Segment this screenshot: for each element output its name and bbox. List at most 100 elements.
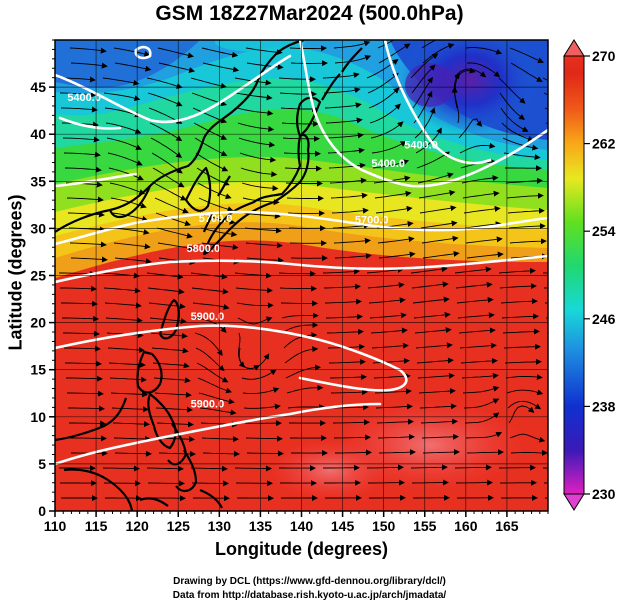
streamline xyxy=(466,449,504,456)
streamline xyxy=(157,47,194,59)
streamline xyxy=(147,92,183,107)
streamline xyxy=(411,479,449,486)
contour-label: 5400.0 xyxy=(67,92,101,104)
x-tick-label: 165 xyxy=(495,518,519,534)
streamline xyxy=(69,47,107,54)
streamline xyxy=(110,391,148,398)
streamline xyxy=(236,107,274,117)
streamline xyxy=(509,238,547,245)
contour-label: 5700.0 xyxy=(355,215,389,227)
streamline xyxy=(499,92,525,120)
streamline xyxy=(420,418,458,425)
streamline xyxy=(463,205,501,214)
streamline xyxy=(412,296,450,304)
streamline xyxy=(111,212,149,222)
streamline xyxy=(146,77,183,89)
streamline xyxy=(152,362,190,369)
streamline xyxy=(287,404,325,410)
streamline xyxy=(63,330,100,337)
map-title: GSM 18Z27Mar2024 (500.0hPa) xyxy=(155,2,464,25)
streamline xyxy=(322,72,360,79)
streamline xyxy=(421,433,459,440)
streamline xyxy=(331,404,369,411)
streamline xyxy=(410,464,448,471)
streamline xyxy=(245,47,283,56)
streamline xyxy=(506,389,544,396)
streamline xyxy=(202,450,240,457)
streamline xyxy=(411,64,436,94)
streamline xyxy=(456,296,494,304)
streamline xyxy=(459,142,496,154)
streamline xyxy=(455,479,493,486)
streamline xyxy=(151,347,189,354)
colorbar-top-arrow xyxy=(563,39,585,57)
x-tick-label: 150 xyxy=(372,518,396,534)
streamline xyxy=(150,332,188,339)
contour-label: 5400.0 xyxy=(371,158,405,170)
streamline xyxy=(375,205,413,214)
streamline xyxy=(284,165,322,172)
streamline xyxy=(333,237,371,244)
x-tick-label: 135 xyxy=(249,518,273,534)
streamline xyxy=(325,313,363,320)
streamline xyxy=(109,182,146,195)
streamline xyxy=(237,122,275,133)
lat-lon-grid xyxy=(54,40,548,512)
streamline xyxy=(323,87,361,94)
streamline xyxy=(281,312,319,319)
streamline xyxy=(374,190,412,199)
streamline xyxy=(196,167,230,186)
y-tick-label: 30 xyxy=(30,220,46,236)
streamline xyxy=(104,302,142,309)
streamline xyxy=(108,361,146,368)
wind-streamlines xyxy=(58,40,548,502)
streamline xyxy=(243,212,281,219)
streamline xyxy=(499,283,537,290)
streamline xyxy=(107,152,143,166)
y-tick-label: 5 xyxy=(38,456,46,472)
streamline xyxy=(454,266,492,274)
x-tick-label: 115 xyxy=(85,518,108,534)
colorbar-ticks: 270 262 254 246 238 230 xyxy=(584,48,616,502)
y-tick-label: 10 xyxy=(30,409,46,425)
streamline xyxy=(239,152,277,163)
streamline xyxy=(105,317,143,324)
x-tick-label: 130 xyxy=(208,518,232,534)
streamline xyxy=(508,223,546,230)
streamline xyxy=(150,137,183,158)
streamline xyxy=(330,192,368,199)
streamline xyxy=(466,251,504,259)
streamline xyxy=(153,377,191,384)
streamline xyxy=(369,312,407,319)
streamline xyxy=(240,167,278,178)
streamline xyxy=(245,242,283,249)
streamline xyxy=(197,182,232,200)
streamline xyxy=(153,182,187,201)
colorbar-tick-label: 246 xyxy=(592,311,616,327)
streamline xyxy=(284,346,319,364)
contour-labels: 5400.0 5400.0 5400.0 5700.0 5700.0 5800.0 5900… xyxy=(67,92,438,410)
streamline xyxy=(505,177,543,184)
streamline xyxy=(458,118,483,139)
streamline xyxy=(465,47,503,55)
streamline xyxy=(194,332,223,357)
streamline xyxy=(69,420,106,427)
streamline xyxy=(410,53,439,79)
streamline xyxy=(110,197,147,209)
streamline xyxy=(465,431,503,439)
streamline xyxy=(149,122,183,142)
streamline xyxy=(198,197,234,213)
streamline xyxy=(68,405,105,412)
streamline xyxy=(414,327,452,334)
streamline xyxy=(328,358,366,365)
streamline xyxy=(328,162,366,169)
streamline xyxy=(190,77,227,89)
streamline xyxy=(498,77,526,104)
streamline xyxy=(64,166,102,173)
streamline xyxy=(502,328,540,335)
streamline xyxy=(155,212,191,227)
streamline xyxy=(114,450,152,457)
y-axis-ticks: 0 5 10 15 20 25 30 35 40 45 xyxy=(30,39,55,519)
streamline xyxy=(415,342,453,349)
